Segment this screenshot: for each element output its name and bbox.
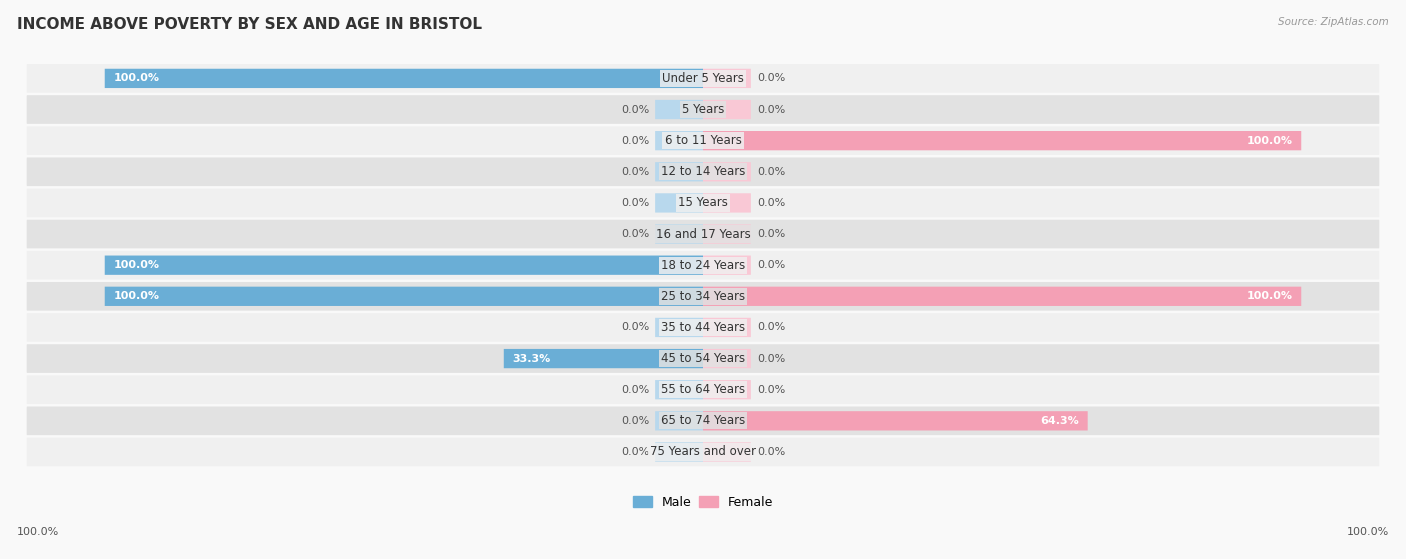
FancyBboxPatch shape (27, 282, 1379, 311)
Text: 0.0%: 0.0% (621, 229, 650, 239)
Text: 33.3%: 33.3% (513, 354, 551, 363)
FancyBboxPatch shape (703, 442, 751, 462)
FancyBboxPatch shape (27, 344, 1379, 373)
Text: 0.0%: 0.0% (756, 354, 785, 363)
FancyBboxPatch shape (503, 349, 703, 368)
FancyBboxPatch shape (703, 224, 751, 244)
FancyBboxPatch shape (703, 193, 751, 212)
FancyBboxPatch shape (655, 442, 703, 462)
FancyBboxPatch shape (703, 411, 1088, 430)
Text: 0.0%: 0.0% (621, 385, 650, 395)
Text: 55 to 64 Years: 55 to 64 Years (661, 383, 745, 396)
Text: 0.0%: 0.0% (756, 385, 785, 395)
Text: 45 to 54 Years: 45 to 54 Years (661, 352, 745, 365)
Text: INCOME ABOVE POVERTY BY SEX AND AGE IN BRISTOL: INCOME ABOVE POVERTY BY SEX AND AGE IN B… (17, 17, 482, 32)
Text: 0.0%: 0.0% (756, 229, 785, 239)
FancyBboxPatch shape (703, 349, 751, 368)
Text: 100.0%: 100.0% (114, 260, 160, 270)
FancyBboxPatch shape (27, 220, 1379, 248)
Text: Source: ZipAtlas.com: Source: ZipAtlas.com (1278, 17, 1389, 27)
Text: 6 to 11 Years: 6 to 11 Years (665, 134, 741, 147)
FancyBboxPatch shape (27, 64, 1379, 93)
FancyBboxPatch shape (27, 406, 1379, 435)
Text: 64.3%: 64.3% (1040, 416, 1078, 426)
Text: Under 5 Years: Under 5 Years (662, 72, 744, 85)
Text: 0.0%: 0.0% (621, 136, 650, 146)
FancyBboxPatch shape (27, 313, 1379, 342)
Text: 18 to 24 Years: 18 to 24 Years (661, 259, 745, 272)
FancyBboxPatch shape (703, 162, 751, 182)
FancyBboxPatch shape (27, 126, 1379, 155)
Text: 0.0%: 0.0% (621, 198, 650, 208)
Text: 100.0%: 100.0% (1246, 136, 1292, 146)
Text: 16 and 17 Years: 16 and 17 Years (655, 228, 751, 240)
Text: 75 Years and over: 75 Years and over (650, 446, 756, 458)
Text: 0.0%: 0.0% (756, 167, 785, 177)
Text: 0.0%: 0.0% (756, 73, 785, 83)
FancyBboxPatch shape (104, 255, 703, 275)
FancyBboxPatch shape (27, 158, 1379, 186)
FancyBboxPatch shape (703, 100, 751, 119)
FancyBboxPatch shape (703, 131, 1302, 150)
FancyBboxPatch shape (703, 287, 1302, 306)
FancyBboxPatch shape (655, 193, 703, 212)
Text: 0.0%: 0.0% (621, 167, 650, 177)
FancyBboxPatch shape (655, 224, 703, 244)
Text: 0.0%: 0.0% (621, 323, 650, 333)
Text: 12 to 14 Years: 12 to 14 Years (661, 165, 745, 178)
FancyBboxPatch shape (703, 255, 751, 275)
Text: 0.0%: 0.0% (756, 323, 785, 333)
Text: 0.0%: 0.0% (756, 447, 785, 457)
FancyBboxPatch shape (703, 318, 751, 337)
Text: 100.0%: 100.0% (1347, 527, 1389, 537)
FancyBboxPatch shape (655, 411, 703, 430)
FancyBboxPatch shape (655, 131, 703, 150)
FancyBboxPatch shape (655, 318, 703, 337)
FancyBboxPatch shape (27, 376, 1379, 404)
FancyBboxPatch shape (27, 188, 1379, 217)
FancyBboxPatch shape (27, 95, 1379, 124)
Text: 0.0%: 0.0% (756, 260, 785, 270)
FancyBboxPatch shape (104, 287, 703, 306)
FancyBboxPatch shape (27, 438, 1379, 466)
Text: 0.0%: 0.0% (756, 198, 785, 208)
Text: 0.0%: 0.0% (621, 447, 650, 457)
Text: 100.0%: 100.0% (17, 527, 59, 537)
FancyBboxPatch shape (703, 69, 751, 88)
Text: 100.0%: 100.0% (1246, 291, 1292, 301)
Text: 15 Years: 15 Years (678, 196, 728, 210)
Text: 35 to 44 Years: 35 to 44 Years (661, 321, 745, 334)
Text: 0.0%: 0.0% (621, 416, 650, 426)
Text: 0.0%: 0.0% (621, 105, 650, 115)
Text: 65 to 74 Years: 65 to 74 Years (661, 414, 745, 427)
Legend: Male, Female: Male, Female (628, 491, 778, 514)
FancyBboxPatch shape (655, 162, 703, 182)
FancyBboxPatch shape (655, 380, 703, 399)
Text: 100.0%: 100.0% (114, 291, 160, 301)
FancyBboxPatch shape (703, 380, 751, 399)
Text: 5 Years: 5 Years (682, 103, 724, 116)
Text: 0.0%: 0.0% (756, 105, 785, 115)
Text: 100.0%: 100.0% (114, 73, 160, 83)
FancyBboxPatch shape (27, 251, 1379, 280)
FancyBboxPatch shape (655, 100, 703, 119)
Text: 25 to 34 Years: 25 to 34 Years (661, 290, 745, 303)
FancyBboxPatch shape (104, 69, 703, 88)
